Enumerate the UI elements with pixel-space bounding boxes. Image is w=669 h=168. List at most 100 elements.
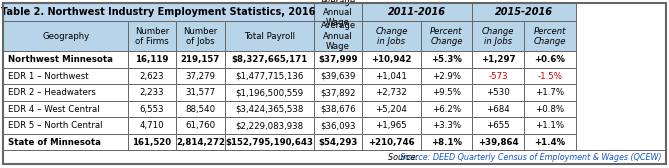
Bar	[314, 68, 363, 84]
Bar	[3, 101, 128, 117]
Bar	[176, 51, 225, 68]
Bar	[3, 150, 666, 164]
Text: +655: +655	[486, 121, 510, 130]
Bar	[225, 134, 314, 150]
Bar	[225, 51, 314, 68]
Bar	[472, 117, 524, 134]
Text: $54,293: $54,293	[318, 138, 358, 147]
Bar	[363, 21, 421, 51]
Text: $3,424,365,538: $3,424,365,538	[235, 105, 304, 114]
Text: Geography: Geography	[42, 32, 89, 41]
Bar	[128, 51, 176, 68]
Bar	[314, 134, 363, 150]
Bar	[472, 3, 575, 21]
Text: $37,892: $37,892	[320, 88, 356, 97]
Text: Table 2. Northwest Industry Employment Statistics, 2016: Table 2. Northwest Industry Employment S…	[1, 7, 316, 17]
Text: 2,623: 2,623	[140, 72, 165, 81]
Text: 219,157: 219,157	[181, 55, 220, 64]
Text: 2,233: 2,233	[140, 88, 165, 97]
Bar	[524, 51, 575, 68]
Text: 31,577: 31,577	[185, 88, 215, 97]
Text: +2,732: +2,732	[375, 88, 407, 97]
Bar	[314, 84, 363, 101]
Text: $8,327,665,171: $8,327,665,171	[231, 55, 307, 64]
Bar	[314, 101, 363, 117]
Text: Source:: Source:	[388, 153, 421, 162]
Bar	[314, 21, 363, 51]
Text: 2011-2016: 2011-2016	[388, 7, 446, 17]
Text: -1.5%: -1.5%	[537, 72, 562, 81]
Bar	[524, 101, 575, 117]
Bar	[3, 21, 128, 51]
Bar	[128, 68, 176, 84]
Text: +6.2%: +6.2%	[432, 105, 461, 114]
Bar	[314, 117, 363, 134]
Text: Percent
Change: Percent Change	[430, 27, 463, 46]
Text: $38,676: $38,676	[320, 105, 356, 114]
Text: +0.6%: +0.6%	[535, 55, 565, 64]
Bar	[363, 101, 421, 117]
Text: +3.3%: +3.3%	[432, 121, 461, 130]
Text: +1.7%: +1.7%	[535, 88, 565, 97]
Bar	[3, 134, 128, 150]
Text: 2,814,272: 2,814,272	[176, 138, 225, 147]
Text: EDR 4 – West Central: EDR 4 – West Central	[8, 105, 100, 114]
Text: +1,041: +1,041	[375, 72, 407, 81]
Bar	[421, 51, 472, 68]
Text: Northwest Minnesota: Northwest Minnesota	[8, 55, 113, 64]
Bar	[225, 84, 314, 101]
Text: $39,639: $39,639	[320, 72, 356, 81]
Bar	[524, 134, 575, 150]
Text: 2015-2016: 2015-2016	[495, 7, 553, 17]
Bar	[3, 51, 128, 68]
Bar	[3, 84, 128, 101]
Text: Average
Annual
Wage: Average Annual Wage	[320, 22, 356, 51]
Text: +1,965: +1,965	[375, 121, 407, 130]
Text: Average
Annual
Wage: Average Annual Wage	[320, 0, 356, 27]
Bar	[176, 21, 225, 51]
Text: $37,999: $37,999	[318, 55, 358, 64]
Text: $1,477,715,136: $1,477,715,136	[235, 72, 304, 81]
Bar	[421, 117, 472, 134]
Text: Change
in Jobs: Change in Jobs	[482, 27, 514, 46]
Bar	[421, 21, 472, 51]
Text: EDR 5 – North Central: EDR 5 – North Central	[8, 121, 102, 130]
Text: +210,746: +210,746	[368, 138, 415, 147]
Text: Number
of Firms: Number of Firms	[135, 27, 169, 46]
Bar	[3, 3, 314, 21]
Text: $36,093: $36,093	[320, 121, 356, 130]
Bar	[472, 84, 524, 101]
Bar	[524, 68, 575, 84]
Text: $1,196,500,559: $1,196,500,559	[235, 88, 303, 97]
Text: -573: -573	[488, 72, 508, 81]
Bar	[176, 101, 225, 117]
Bar	[421, 134, 472, 150]
Bar	[176, 117, 225, 134]
Bar	[472, 134, 524, 150]
Text: Total Payroll: Total Payroll	[244, 32, 295, 41]
Bar	[421, 84, 472, 101]
Bar	[363, 84, 421, 101]
Bar	[524, 84, 575, 101]
Bar	[225, 117, 314, 134]
Text: State of Minnesota: State of Minnesota	[8, 138, 101, 147]
Text: Number
of Jobs: Number of Jobs	[183, 27, 217, 46]
Bar	[225, 21, 314, 51]
Text: +1.1%: +1.1%	[535, 121, 565, 130]
Bar	[3, 117, 128, 134]
Bar	[363, 68, 421, 84]
Bar	[363, 117, 421, 134]
Bar	[472, 101, 524, 117]
Bar	[472, 51, 524, 68]
Bar	[472, 68, 524, 84]
Text: 6,553: 6,553	[140, 105, 165, 114]
Text: $152,795,190,643: $152,795,190,643	[225, 138, 313, 147]
Bar	[128, 84, 176, 101]
Bar	[176, 134, 225, 150]
Text: 16,119: 16,119	[135, 55, 169, 64]
Text: +1,297: +1,297	[481, 55, 515, 64]
Bar	[363, 3, 472, 21]
Text: +39,864: +39,864	[478, 138, 518, 147]
Bar	[363, 51, 421, 68]
Text: 37,279: 37,279	[185, 72, 215, 81]
